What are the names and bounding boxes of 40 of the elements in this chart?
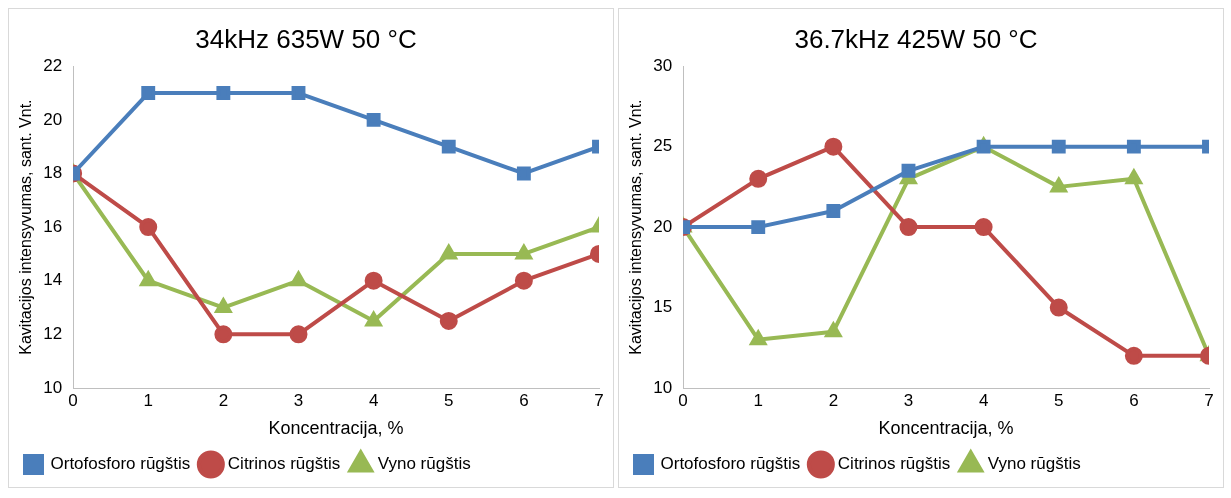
y-tick-label: 10 [43,377,63,397]
x-tick-label: 7 [1204,390,1214,410]
legend-label: Vyno rūgštis [377,454,471,474]
legend-label: Ortofosforo rūgštis [660,454,801,474]
y-axis-title: Kavitacijos intensyvumas, sant. Vnt. [627,99,645,355]
y-tick-label: 20 [43,109,63,129]
x-tick-label: 1 [753,390,763,410]
y-tick-label: 16 [43,216,63,236]
x-tick-label: 7 [594,390,604,410]
x-tick-label: 6 [1129,390,1139,410]
y-tick-label: 15 [653,297,673,317]
x-axis-title: Koncentracija, % [268,418,404,439]
x-tick-label: 0 [68,390,78,410]
x-tick-label: 3 [293,390,304,410]
x-tick-label: 2 [218,390,229,410]
x-tick-label: 2 [828,390,839,410]
y-tick-label: 22 [43,55,63,75]
x-axis-title: Koncentracija, % [878,418,1014,439]
y-tick-label: 25 [653,136,673,156]
y-axis-title: Kavitacijos intensyvumas, sant. Vnt. [17,99,35,355]
x-tick-label: 3 [903,390,914,410]
x-tick-label: 5 [1054,390,1064,410]
x-tick-label: 4 [978,390,989,410]
x-tick-label: 0 [678,390,688,410]
legend-label: Vyno rūgštis [987,454,1081,474]
y-tick-label: 12 [43,324,63,344]
y-tick-label: 18 [43,163,63,183]
chart-title: 34kHz 635W 50 °C [195,23,417,54]
x-tick-label: 5 [444,390,454,410]
y-tick-label: 30 [653,55,673,75]
chart-title: 36.7kHz 425W 50 °C [794,23,1038,54]
x-tick-label: 6 [519,390,529,410]
legend-label: Ortofosforo rūgštis [50,454,191,474]
y-tick-label: 14 [43,270,63,290]
y-tick-label: 20 [653,216,673,236]
x-tick-label: 1 [143,390,153,410]
legend-label: Citrinos rūgštis [227,454,341,474]
x-tick-label: 4 [368,390,379,410]
y-tick-label: 10 [653,377,673,397]
legend-label: Citrinos rūgštis [837,454,951,474]
